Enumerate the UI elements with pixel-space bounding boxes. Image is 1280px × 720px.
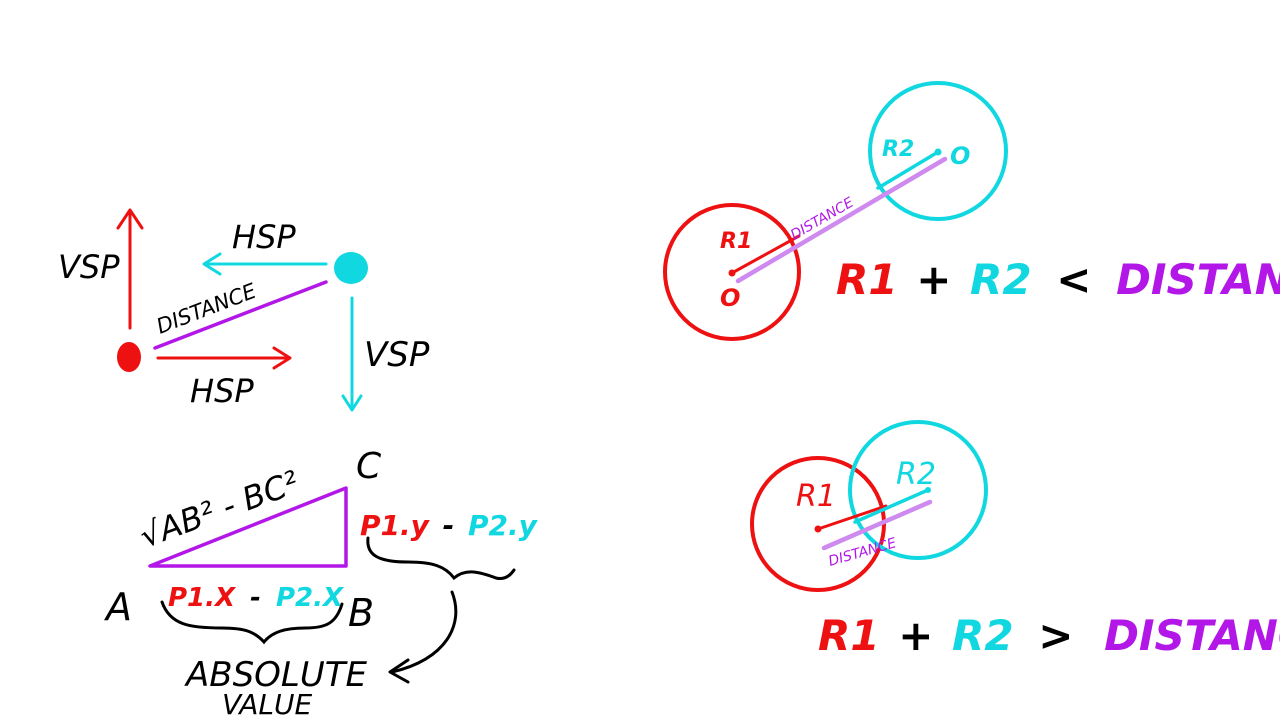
- bottom-p1: P1.X: [168, 583, 237, 613]
- eq-top-op: <: [1056, 255, 1091, 304]
- center-dot-cyan-bottom: [925, 487, 931, 493]
- hypotenuse-formula: √AB² - BC²: [135, 463, 304, 556]
- r2-bottom-label: R2: [896, 457, 936, 492]
- vertex-b-label: B: [348, 591, 374, 635]
- cyan-vsp-arrowhead: [341, 394, 363, 412]
- hsp-top-label: HSP: [232, 218, 296, 256]
- red-vsp-arrowhead: [116, 208, 144, 230]
- velocity-diagram: VSP HSP DISTANCE HSP VSP: [58, 208, 430, 412]
- bottom-brace: [160, 600, 344, 645]
- overlapping-circles-diagram: R1 R2 DISTANCE R1 + R2 > DISTANCE: [750, 420, 1280, 660]
- bottom-difference: P1.X - P2.X: [168, 583, 345, 613]
- absolute-line2: VALUE: [222, 688, 313, 720]
- eq-bottom-distance: DISTANCE: [1104, 611, 1280, 660]
- right-p1: P1.y: [360, 509, 431, 542]
- eq-top-distance: DISTANCE: [1116, 255, 1280, 304]
- r2-top-label: R2: [882, 137, 914, 162]
- vsp-left-label: VSP: [58, 248, 120, 286]
- right-brace: [366, 536, 516, 581]
- distance-line-left: [153, 280, 328, 350]
- vertex-a-label: A: [103, 585, 132, 629]
- eq-top-r1: R1: [836, 255, 898, 304]
- eq-top-r2: R2: [970, 255, 1032, 304]
- radius-r1-top: [730, 234, 801, 275]
- cyan-hsp-arrowhead: [202, 252, 222, 276]
- radius-r2-top: [876, 150, 940, 190]
- right-p2: P2.y: [468, 509, 539, 542]
- eq-bottom-plus: +: [898, 611, 933, 660]
- radius-r2-bottom: [853, 488, 930, 524]
- red-circle-bottom: [750, 456, 886, 592]
- hsp-bottom-label: HSP: [190, 372, 254, 410]
- eq-bottom-r1: R1: [818, 611, 880, 660]
- r1-bottom-label: R1: [796, 479, 836, 514]
- equation-greater-than: R1 + R2 > DISTANCE: [818, 611, 1280, 660]
- absolute-arrowhead: [388, 658, 410, 684]
- red-hsp-arrowhead: [272, 346, 292, 370]
- separated-circles-diagram: R1 R2 O O DISTANCE R1 + R2 < DISTANCE: [663, 81, 1280, 341]
- distance-line-bottom: [821, 499, 933, 551]
- right-triangle: [148, 486, 348, 568]
- radius-r1-bottom: [816, 504, 888, 531]
- vertex-c-label: C: [356, 446, 382, 487]
- eq-bottom-r2: R2: [952, 611, 1014, 660]
- cyan-circle-top: [868, 81, 1008, 221]
- right-minus: -: [443, 509, 455, 542]
- eq-bottom-op: >: [1038, 611, 1073, 660]
- right-difference: P1.y - P2.y: [360, 509, 539, 542]
- eq-top-plus: +: [916, 255, 951, 304]
- bottom-p2: P2.X: [276, 583, 345, 613]
- distance-line-top: [735, 156, 948, 284]
- bottom-minus: -: [250, 583, 261, 613]
- absolute-line1: ABSOLUTE: [184, 655, 368, 695]
- triangle-diagram: √AB² - BC² C A B P1.X - P2.X P1.y - P2.y…: [103, 446, 539, 720]
- o-right-label: O: [950, 142, 970, 170]
- red-circle-top: [663, 203, 801, 341]
- absolute-arrow: [390, 590, 458, 674]
- center-dot-red-bottom: [814, 525, 822, 533]
- red-point: [117, 342, 141, 372]
- o-left-label: O: [720, 284, 740, 312]
- cyan-circle-bottom: [848, 420, 988, 560]
- vsp-right-label: VSP: [364, 335, 430, 375]
- center-dot-cyan-top: [934, 148, 942, 156]
- center-dot-red-top: [728, 269, 736, 277]
- r1-top-label: R1: [720, 229, 752, 254]
- equation-less-than: R1 + R2 < DISTANCE: [836, 255, 1280, 304]
- cyan-point: [334, 252, 368, 284]
